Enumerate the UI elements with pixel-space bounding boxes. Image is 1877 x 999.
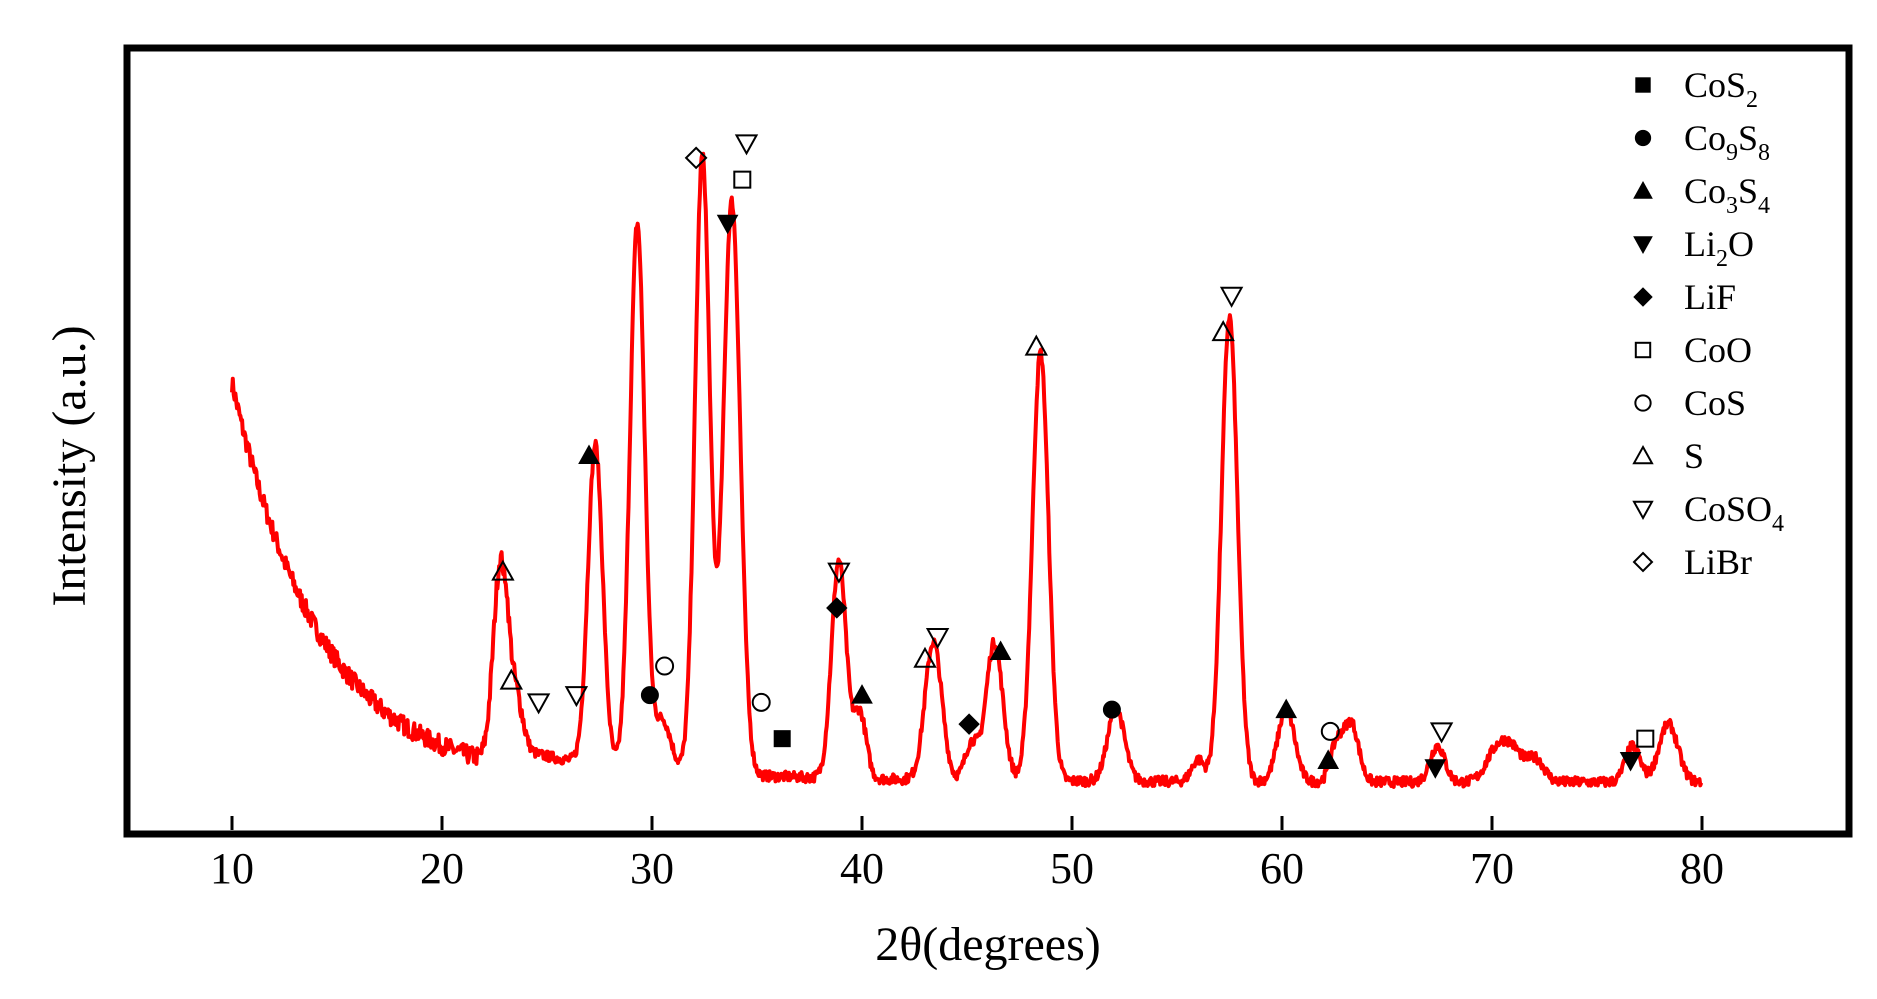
x-tick-label: 20 [420, 844, 464, 893]
phase-markers [491, 134, 1655, 779]
open-circle-marker [655, 656, 675, 676]
legend-label: Co3S4 [1684, 171, 1770, 219]
open-square-marker [733, 170, 752, 189]
x-tick-label: 70 [1470, 844, 1514, 893]
filled-triangle-up-marker [851, 684, 873, 704]
open-circle-legend-icon [1634, 394, 1652, 412]
x-axis-title: 2θ(degrees) [875, 918, 1101, 971]
y-axis-title: Intensity (a.u.) [43, 325, 96, 606]
legend-label: Co9S8 [1684, 118, 1770, 166]
x-tick-label: 50 [1050, 844, 1094, 893]
x-tick-label: 40 [840, 844, 884, 893]
filled-circle-legend-icon [1634, 129, 1652, 147]
legend-label: Li2O [1684, 224, 1754, 272]
open-triangle-down-marker [827, 562, 851, 584]
open-triangle-down-marker [564, 686, 589, 708]
open-triangle-up-marker [1211, 320, 1235, 342]
open-triangle-down-legend-icon [1632, 500, 1654, 521]
open-triangle-up-marker [1024, 334, 1048, 356]
filled-diamond-marker [958, 713, 980, 735]
x-ticks: 10 20 30 40 50 60 70 80 [210, 816, 1724, 893]
filled-triangle-down-legend-icon [1633, 236, 1653, 255]
legend-label: LiBr [1684, 542, 1752, 582]
filled-triangle-up-marker [989, 640, 1012, 661]
x-tick-label: 10 [210, 844, 254, 893]
plot-layer [230, 151, 1704, 789]
open-triangle-down-marker [526, 693, 551, 715]
legend-label: LiF [1684, 277, 1736, 317]
legend-label: CoS [1684, 383, 1746, 423]
legend-label: S [1684, 436, 1704, 476]
open-triangle-down-marker [1429, 722, 1454, 744]
filled-triangle-up-marker [578, 444, 600, 465]
legend-label: CoO [1684, 330, 1752, 370]
open-square-legend-icon [1634, 341, 1652, 359]
filled-triangle-down-marker [716, 214, 739, 235]
filled-diamond-marker [826, 597, 848, 619]
open-triangle-down-marker [925, 628, 950, 650]
filled-triangle-up-marker [1275, 698, 1298, 719]
filled-triangle-down-marker [1619, 751, 1642, 772]
legend-label: CoSO4 [1684, 489, 1784, 537]
filled-triangle-down-marker [1424, 759, 1447, 779]
filled-circle-marker [1102, 700, 1121, 719]
x-tick-label: 60 [1260, 844, 1304, 893]
xrd-trace [230, 151, 1704, 789]
x-tick-label: 30 [630, 844, 674, 893]
filled-triangle-up-legend-icon [1633, 180, 1653, 199]
x-tick-label: 80 [1680, 844, 1724, 893]
filled-square-marker [773, 730, 791, 748]
open-circle-marker [1320, 721, 1340, 741]
filled-square-legend-icon [1635, 77, 1651, 93]
filled-circle-marker [640, 686, 659, 705]
legend-label: CoS2 [1684, 65, 1758, 113]
filled-triangle-up-marker [1317, 749, 1340, 769]
filled-diamond-legend-icon [1633, 287, 1653, 307]
open-diamond-legend-icon [1632, 551, 1654, 573]
open-triangle-down-marker [1219, 286, 1244, 308]
open-triangle-up-marker [499, 668, 523, 690]
open-square-marker [1636, 729, 1655, 748]
open-diamond-marker [684, 146, 708, 170]
plot-frame [123, 44, 1853, 838]
open-triangle-down-marker [734, 134, 759, 156]
open-circle-marker [751, 692, 771, 712]
open-triangle-up-marker [491, 559, 515, 581]
open-triangle-up-marker [913, 646, 937, 668]
legend: CoS2 Co9S8 Co3S4 Li2O LiF CoO CoS S CoSO4 LiBr [1632, 65, 1784, 582]
open-triangle-up-legend-icon [1632, 444, 1654, 465]
